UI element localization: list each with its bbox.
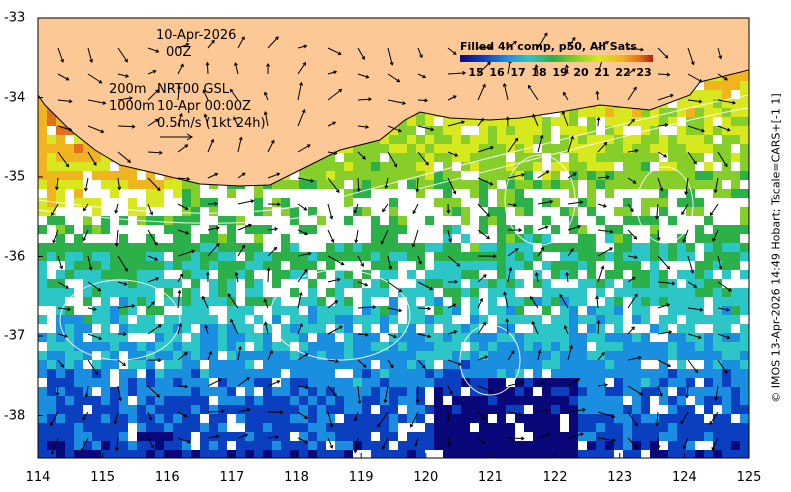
vector-scale-label: 0.5m/s (1kt 24h) [157,116,266,131]
x-tick-label: 121 [478,470,503,485]
x-tick-label: 119 [348,470,374,485]
x-tick-label: 124 [671,470,697,485]
colorbar-tick-label: 15 [468,66,484,79]
x-tick-label: 114 [25,470,51,485]
y-tick-label: -37 [4,328,26,344]
y-tick-label: -38 [4,408,26,423]
colorbar-tick-label: 23 [636,66,652,79]
colorbar-tick-label: 22 [615,66,631,79]
x-tick-label: 123 [607,470,633,485]
x-tick-label: 118 [284,470,309,485]
x-tick-label: 116 [154,470,180,485]
contour-depth-200: 200m [109,82,147,97]
colorbar-tick-label: 19 [552,66,568,79]
x-tick-label: 115 [90,470,116,485]
colorbar-tick-label: 20 [573,66,589,79]
coastline [38,69,749,187]
y-tick-label: -34 [4,90,26,105]
x-tick-label: 120 [413,470,439,485]
date-label: 10-Apr-2026 [156,28,237,43]
colorbar-tick-label: 17 [510,66,526,79]
y-tick-label: -36 [4,249,26,264]
colorbar-tick-label: 18 [531,66,547,79]
contour-label-200: NRT00 GSL [157,82,229,97]
current-vectors [49,32,736,455]
time-label: 00Z [166,45,192,60]
y-tick-label: -35 [4,169,26,185]
x-tick-label: 125 [736,470,762,485]
colorbar-tick-label: 16 [489,66,505,79]
x-tick-label: 122 [542,470,568,485]
depth-contours [38,94,749,396]
y-tick-label: -33 [4,10,26,26]
map-frame [37,17,750,459]
vector-scale-arrowhead [186,133,193,141]
contour-label-1000: 10-Apr 00:00Z [157,99,251,114]
x-tick-label: 117 [219,470,245,485]
contour-depth-1000: 1000m [109,99,155,114]
colorbar-tick-label: 21 [594,66,610,79]
colorbar-title: Filled 4h comp, p50, All Sats [460,40,637,53]
credit-text: © IMOS 13-Apr-2026 14:49 Hobart; Tscale=… [769,93,783,403]
colorbar [460,55,653,62]
